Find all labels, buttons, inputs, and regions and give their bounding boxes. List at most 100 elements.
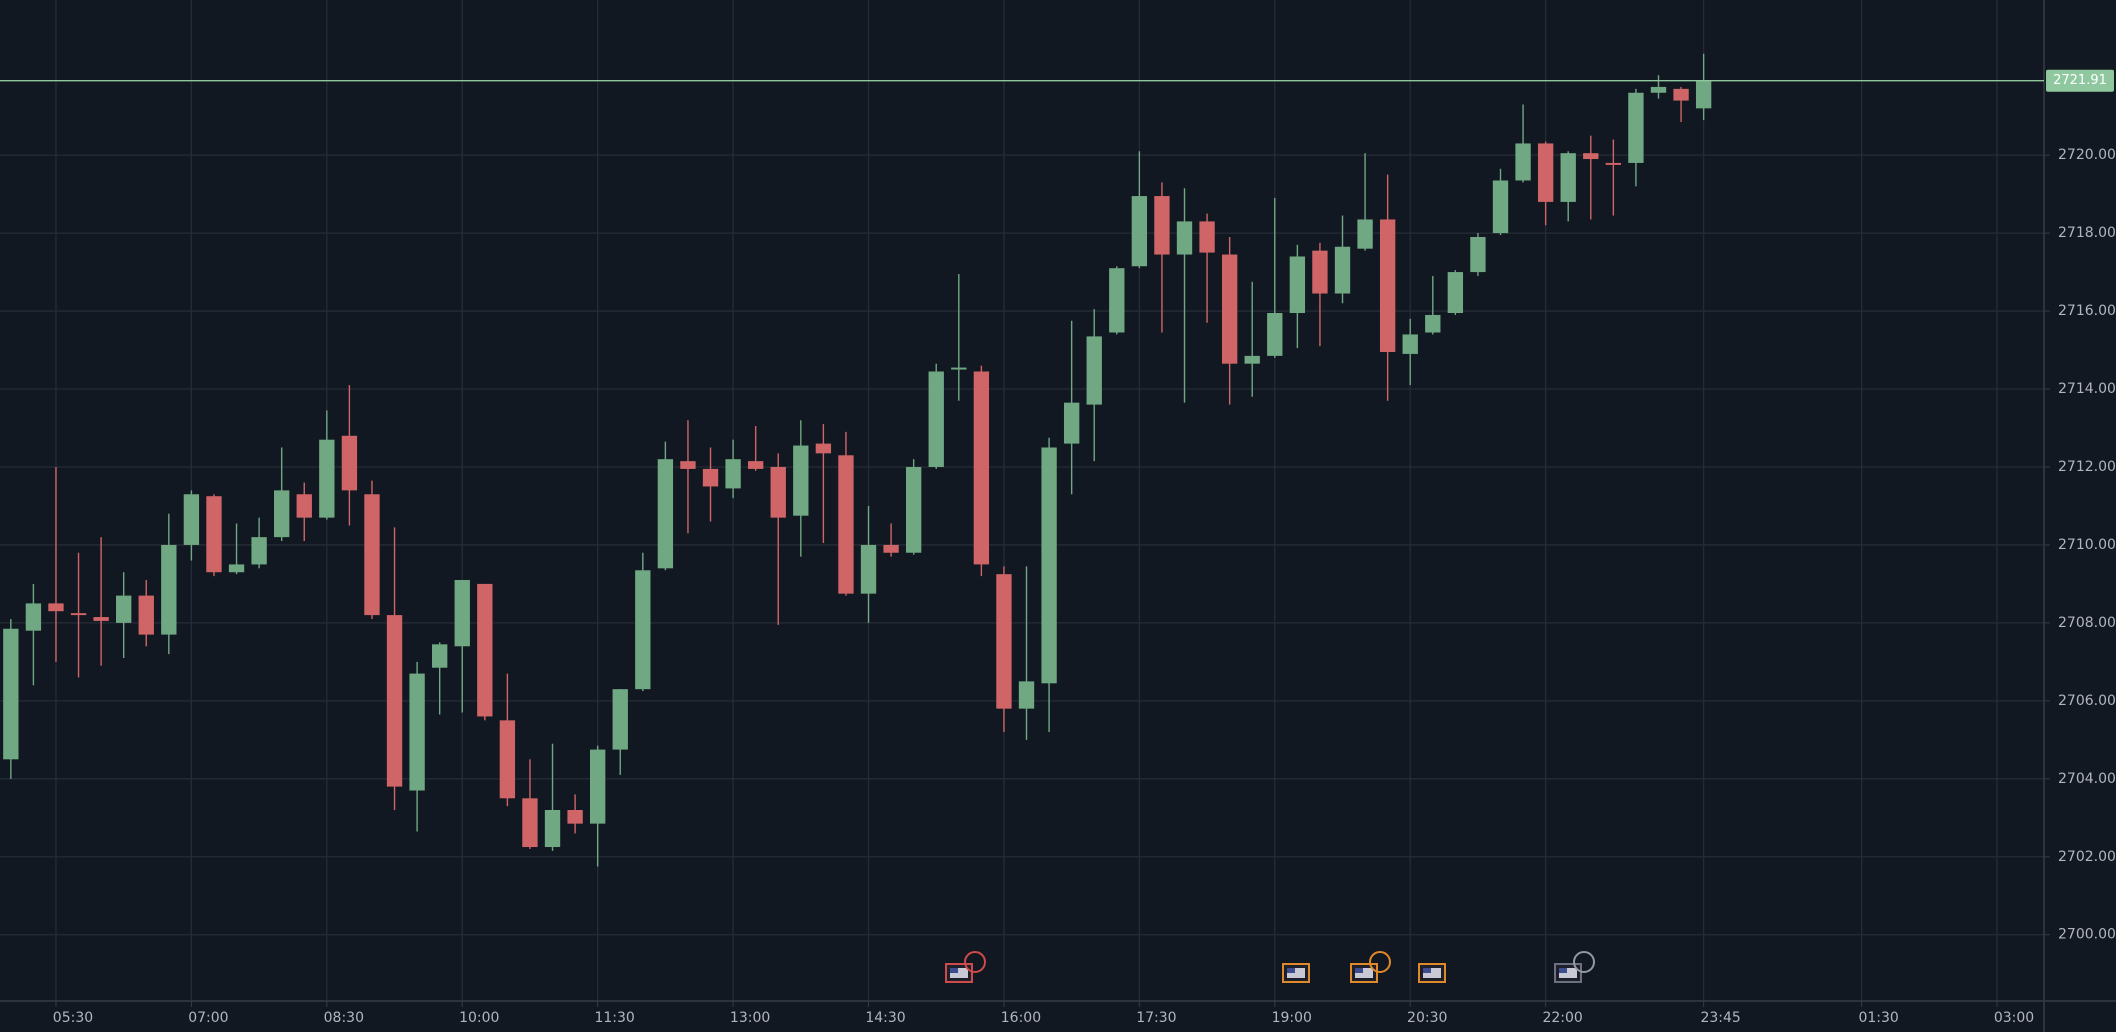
candle: [477, 583, 493, 721]
candle-body: [274, 490, 290, 538]
candle: [1673, 86, 1689, 123]
candle: [838, 431, 854, 596]
event-flag[interactable]: [1282, 963, 1310, 983]
event-flag[interactable]: [945, 951, 986, 983]
candle: [1176, 188, 1193, 403]
x-tick-label: 11:30: [594, 1010, 634, 1026]
candle-body: [1063, 402, 1080, 444]
candle-body: [589, 749, 606, 824]
candle: [1447, 270, 1464, 315]
candle-body: [161, 544, 177, 635]
x-tick-label: 13:00: [730, 1010, 770, 1026]
candle-body: [1379, 219, 1396, 352]
candle-body: [1041, 447, 1057, 684]
x-tick-label: 10:00: [459, 1010, 499, 1026]
x-tick-label: 01:30: [1858, 1010, 1898, 1026]
event-markers: [945, 951, 1595, 983]
candle-body: [1199, 221, 1215, 253]
candle-body: [1334, 246, 1351, 294]
last-price-box: [2046, 69, 2114, 92]
candle: [1199, 213, 1215, 323]
candle: [680, 420, 696, 534]
candle: [341, 385, 358, 526]
candle-body: [48, 603, 64, 612]
candle-body: [206, 496, 222, 573]
candle-body: [1357, 219, 1373, 249]
candle: [815, 424, 832, 543]
y-tick-label: 2708.00: [2058, 615, 2116, 631]
y-tick-label: 2702.00: [2058, 849, 2116, 865]
candle-body: [1560, 153, 1576, 202]
candle-body: [815, 443, 832, 454]
candle-body: [747, 461, 764, 469]
candle-body: [635, 570, 651, 690]
y-tick-label: 2716.00: [2058, 303, 2116, 319]
y-tick-label: 2714.00: [2058, 381, 2116, 397]
candle: [747, 426, 764, 471]
candle-body: [1131, 196, 1148, 267]
candle-body: [702, 468, 719, 487]
candle-body: [3, 628, 19, 760]
candle-body: [838, 455, 854, 594]
candle-body: [70, 613, 87, 616]
candle-body: [477, 583, 493, 717]
candle-body: [364, 494, 380, 616]
candle: [206, 494, 222, 577]
x-tick-label: 03:00: [1994, 1010, 2034, 1026]
event-flag[interactable]: [1554, 951, 1595, 983]
x-tick-label: 22:00: [1542, 1010, 1582, 1026]
candle: [70, 552, 87, 678]
candle-body: [319, 439, 335, 518]
candle-body: [454, 580, 470, 647]
candle-body: [1605, 162, 1622, 165]
candle-body: [770, 466, 786, 518]
candle-body: [1018, 681, 1035, 709]
candle: [1289, 244, 1306, 349]
candle-body: [138, 595, 154, 635]
candle: [1221, 236, 1238, 405]
candle-body: [1515, 143, 1531, 181]
candle-body: [973, 371, 990, 565]
candle: [1537, 141, 1554, 226]
x-tick-label: 20:30: [1407, 1010, 1447, 1026]
candle: [1470, 233, 1486, 276]
candles: [3, 53, 1712, 867]
candle: [1041, 437, 1057, 733]
candle: [1267, 198, 1283, 358]
candle-body: [25, 603, 42, 631]
candle-body: [296, 494, 312, 518]
y-tick-label: 2706.00: [2058, 693, 2116, 709]
x-tick-label: 23:45: [1700, 1010, 1740, 1026]
y-tick-label: 2710.00: [2058, 537, 2116, 553]
candle: [770, 453, 786, 625]
candle: [116, 572, 132, 658]
event-flag[interactable]: [1418, 963, 1446, 983]
candle-body: [1583, 153, 1599, 160]
last-price-label: 2721.91: [2053, 73, 2107, 88]
candle: [589, 745, 606, 867]
candle: [251, 517, 267, 569]
candle-body: [680, 461, 696, 469]
x-tick-label: 08:30: [324, 1010, 364, 1026]
candle: [567, 794, 583, 834]
candle: [793, 420, 809, 557]
candle-body: [1289, 256, 1306, 314]
candle: [1515, 104, 1531, 183]
candle-body: [928, 371, 944, 467]
candle-body: [228, 564, 245, 573]
x-tick-label: 05:30: [53, 1010, 93, 1026]
candle: [1379, 174, 1396, 401]
candle: [1492, 168, 1509, 236]
candle: [612, 689, 628, 775]
candle: [228, 523, 245, 575]
candle: [996, 566, 1012, 733]
candle: [860, 505, 877, 623]
y-tick-label: 2704.00: [2058, 771, 2116, 787]
axes: 2700.00 2702.00 2704.00 2706.00 2708.00 2710.…: [0, 69, 2116, 1026]
candle: [883, 523, 899, 557]
event-flag[interactable]: [1350, 951, 1391, 983]
x-tick-label: 19:00: [1272, 1010, 1312, 1026]
candle: [725, 439, 741, 499]
candle-body: [1447, 272, 1464, 314]
